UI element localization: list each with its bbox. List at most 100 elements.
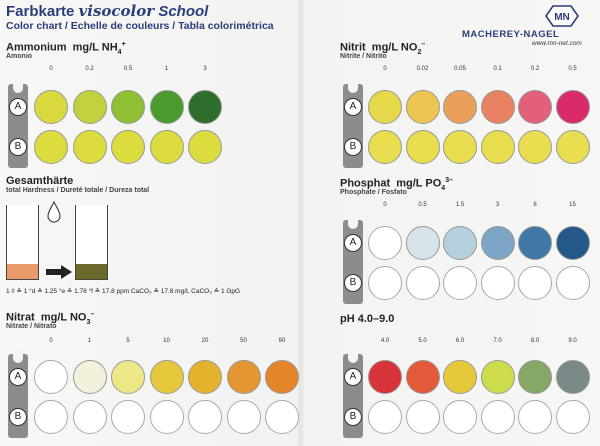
- ph-value-label: 4.0: [380, 338, 390, 344]
- nitrat-slot-a: A: [9, 368, 27, 386]
- brand-name: visocolor: [78, 2, 155, 20]
- nitrat-color-swatch: [72, 360, 107, 394]
- tube-end: [75, 205, 108, 280]
- nitrit-title: Nitrit mg/L NO2–: [340, 41, 426, 56]
- ammonium-value-label: 0.2: [85, 66, 94, 72]
- title-prefix: Farbkarte: [6, 3, 75, 20]
- phosphat-value-label: 3: [495, 202, 500, 208]
- ph-reference-swatch: [443, 400, 477, 434]
- nitrit-holder-notch: [348, 81, 358, 93]
- nitrit-value-label: 0: [383, 66, 387, 72]
- tube-end-fill: [76, 264, 107, 279]
- phosphat-reference-swatch: [368, 266, 402, 300]
- nitrat-slot-b: B: [9, 408, 27, 426]
- nitrat-reference-swatch: [111, 400, 145, 434]
- phosphat-reference-swatch: [443, 266, 477, 300]
- ammonium-color-swatch: [34, 90, 68, 124]
- ammonium-reference-swatch: [34, 130, 68, 164]
- nitrit-reference-swatch: [518, 130, 552, 164]
- tube-start: [6, 205, 39, 280]
- ph-color-swatch: [480, 360, 515, 394]
- ph-reference-swatch: [405, 400, 440, 434]
- nitrat-color-swatch: [265, 360, 299, 394]
- ph-color-swatch: [405, 360, 440, 394]
- nitrit-reference-swatch: [368, 130, 402, 164]
- ph-slot-b: B: [344, 408, 362, 426]
- nitrat-value-label: 50: [240, 338, 247, 344]
- nitrat-color-swatch: [226, 360, 261, 394]
- nitrat-color-swatch: [111, 360, 145, 394]
- mn-logo-icon: MN: [545, 5, 579, 27]
- nitrit-color-swatch: [443, 90, 477, 124]
- phosphat-slot-a: A: [344, 234, 362, 252]
- nitrit-color-swatch: [480, 90, 515, 124]
- nitrit-slot-b: B: [344, 138, 362, 156]
- ph-color-swatch: [518, 360, 552, 394]
- nitrat-color-swatch: [34, 360, 68, 394]
- nitrit-value-label: 0.05: [454, 66, 466, 72]
- ph-reference-swatch: [555, 400, 590, 434]
- ph-value-label: 9.0: [568, 338, 577, 344]
- nitrit-value-label: 0.2: [530, 66, 540, 72]
- phosphat-color-swatch: [480, 226, 515, 260]
- ph-value-label: 7.0: [493, 338, 502, 344]
- ph-value-label: 5.0: [418, 338, 427, 344]
- page-subtitle: Color chart / Echelle de couleurs / Tabl…: [6, 20, 274, 32]
- ph-holder-notch: [348, 351, 358, 363]
- phosphat-value-label: 0: [383, 202, 387, 208]
- nitrit-reference-swatch: [480, 130, 515, 164]
- phosphat-value-label: 6: [533, 202, 537, 208]
- nitrat-value-label: 5: [126, 338, 130, 344]
- nitrat-value-label: 20: [201, 338, 209, 344]
- phosphat-color-swatch: [368, 226, 402, 260]
- ammonium-title: Ammonium mg/L NH4+: [6, 41, 126, 56]
- ph-reference-swatch: [518, 400, 552, 434]
- nitrat-reference-swatch: [34, 400, 68, 434]
- ammonium-value-label: 0: [49, 66, 53, 72]
- nitrat-reference-swatch: [226, 400, 261, 434]
- nitrit-color-swatch: [368, 90, 402, 124]
- ammonium-holder-notch: [13, 81, 23, 93]
- phosphat-color-swatch: [555, 226, 590, 260]
- phosphat-color-swatch: [405, 226, 440, 260]
- phosphat-holder-notch: [348, 217, 358, 229]
- phosphat-value-label: 15: [569, 202, 576, 208]
- nitrit-value-label: 0.02: [416, 66, 429, 72]
- ammonium-color-swatch: [149, 90, 184, 124]
- phosphat-reference-swatch: [480, 266, 515, 300]
- nitrat-holder-notch: [13, 351, 23, 363]
- ph-title: pH 4.0–9.0: [340, 313, 395, 325]
- ammonium-reference-swatch: [188, 130, 222, 164]
- nitrat-color-swatch: [188, 360, 222, 394]
- ammonium-value-label: 0.5: [123, 66, 133, 72]
- nitrat-reference-swatch: [188, 400, 222, 434]
- nitrit-color-swatch: [405, 90, 440, 124]
- nitrat-color-swatch: [149, 360, 184, 394]
- nitrat-reference-swatch: [265, 400, 299, 434]
- hardness-subtitle: total Hardness / Dureté totale / Dureza …: [6, 187, 150, 194]
- ph-color-swatch: [555, 360, 590, 394]
- logo-mark: MN: [554, 12, 570, 23]
- nitrit-reference-swatch: [555, 130, 590, 164]
- nitrit-reference-swatch: [405, 130, 440, 164]
- ph-color-swatch: [443, 360, 477, 394]
- ammonium-reference-swatch: [111, 130, 145, 164]
- ph-reference-swatch: [480, 400, 515, 434]
- ammonium-slot-a: A: [9, 98, 27, 116]
- ph-reference-swatch: [368, 400, 402, 434]
- ammonium-slot-b: B: [9, 138, 27, 156]
- page-title: Farbkarte visocolor School: [6, 2, 208, 20]
- ammonium-subtitle: Amonio: [6, 53, 33, 60]
- nitrit-value-label: 0.5: [568, 66, 577, 72]
- ammonium-value-label: 1: [164, 66, 169, 72]
- ammonium-color-swatch: [72, 90, 107, 124]
- phosphat-value-label: 1.5: [455, 202, 465, 208]
- nitrat-reference-swatch: [149, 400, 184, 434]
- ammonium-reference-swatch: [149, 130, 184, 164]
- nitrit-color-swatch: [518, 90, 552, 124]
- arrow-right-icon: [46, 265, 72, 279]
- phosphat-subtitle: Phosphate / Fosfato: [340, 189, 407, 196]
